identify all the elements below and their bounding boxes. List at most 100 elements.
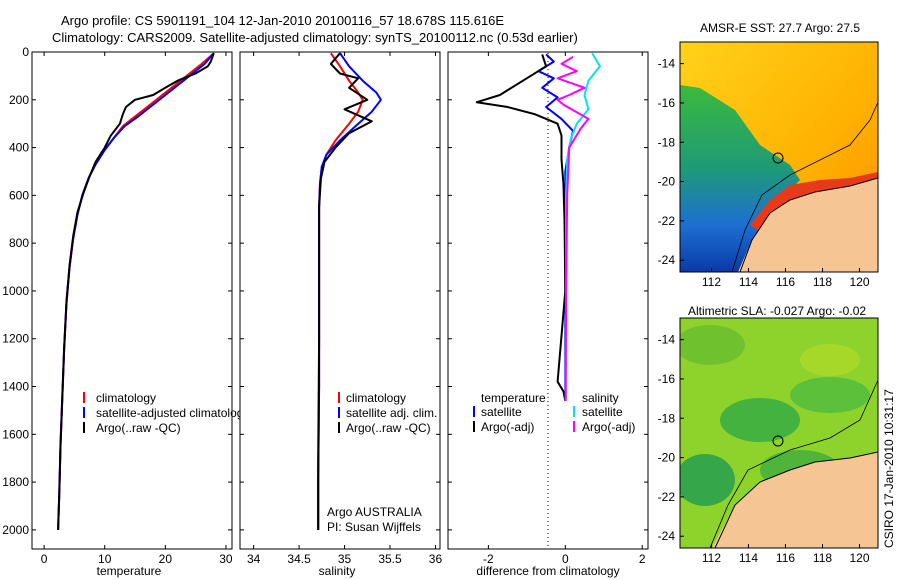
sst-argo-marker <box>772 152 784 164</box>
salinity-xlabel: salinity <box>319 564 356 578</box>
map-y-tick-label: -22 <box>658 214 676 228</box>
map-x-tick-label: 120 <box>849 275 869 289</box>
sla-field-patch <box>680 325 745 365</box>
difference-xlabel: difference from climatology <box>476 564 619 578</box>
sla-field-patch <box>680 454 735 506</box>
x-tick-label: 35.5 <box>378 552 402 566</box>
map-y-tick-label: -16 <box>658 372 676 386</box>
map-y-tick-label: -18 <box>658 411 676 425</box>
map-y-tick-label: -16 <box>658 96 676 110</box>
x-tick-label: 2 <box>639 552 646 566</box>
map-y-tick-label: -20 <box>658 175 676 189</box>
sst-x-ticks: 112 114 116 118 120 <box>702 268 870 289</box>
series-line-argo-raw-qc <box>57 52 215 530</box>
difference-plot: -2 0 2 difference from climatology tempera… <box>447 51 649 578</box>
map-x-tick-label: 112 <box>702 551 721 565</box>
salinity-plot: 34 34.5 35 35.5 36 salinity climatology sate… <box>239 51 442 578</box>
sla-y-ticks: -14 -16 -18 -20 -22 -24 <box>658 333 684 543</box>
legend-label-climatology: climatology <box>96 391 156 405</box>
map-x-tick-label: 114 <box>739 275 758 289</box>
sst-shelf-contour <box>731 101 878 272</box>
map-y-tick-label: -14 <box>658 57 676 71</box>
map-x-tick-label: 120 <box>849 551 869 565</box>
temperature-axes-box <box>31 51 233 550</box>
sst-land <box>738 178 878 272</box>
legend-label-sal-argo: Argo(-adj) <box>582 420 635 434</box>
difference-legend: temperature satellite Argo(-adj) salinit… <box>473 391 635 434</box>
header-line2: Climatology: CARS2009. Satellite-adjuste… <box>52 30 578 45</box>
y-tick-label: 200 <box>9 93 29 107</box>
map-x-tick-label: 112 <box>702 275 721 289</box>
sla-map-title: Altimetric SLA: -0.027 Argo: -0.02 <box>688 304 866 318</box>
salinity-axes-box <box>239 51 441 550</box>
legend-label-climatology: climatology <box>346 391 406 405</box>
y-tick-label: 1800 <box>2 475 29 489</box>
x-tick-label: 36 <box>429 552 443 566</box>
sla-field-patch <box>800 344 860 376</box>
temperature-plot: 0 200 400 600 800 1000 1200 1400 1600 1800 2000 0 1… <box>2 45 249 578</box>
sst-coastline <box>739 177 878 272</box>
sla-map: Altimetric SLA: -0.027 Argo: -0.02 -14-1… <box>658 304 879 565</box>
sla-coastline <box>714 451 878 548</box>
sla-field-patch <box>790 377 870 413</box>
series-line-salinity-argo-adj <box>556 55 590 401</box>
temperature-series <box>57 52 215 530</box>
legend-label-satellite: satellite-adjusted climatology <box>96 406 249 420</box>
x-tick-label: 35 <box>338 552 352 566</box>
y-tick-label: 1200 <box>2 332 29 346</box>
map-x-tick-label: 118 <box>813 551 832 565</box>
sla-land <box>712 452 878 548</box>
series-line-argo-raw-qc <box>317 52 373 530</box>
difference-series <box>475 52 601 402</box>
sst-map-frame <box>679 41 879 273</box>
legend-label-temp-satellite: satellite <box>481 405 522 419</box>
temperature-xlabel: temperature <box>97 564 162 578</box>
x-tick-label: 30 <box>219 552 233 566</box>
map-y-tick-label: -22 <box>658 490 676 504</box>
y-tick-label: 1600 <box>2 427 29 441</box>
y-tick-label: 2000 <box>2 523 29 537</box>
sst-field-cool <box>680 85 800 272</box>
x-tick-label: -2 <box>483 552 494 566</box>
header-line1: Argo profile: CS 5901191_104 12-Jan-2010… <box>61 13 504 28</box>
temperature-legend: climatology satellite-adjusted climatolo… <box>83 391 249 435</box>
sst-map-title: AMSR-E SST: 27.7 Argo: 27.5 <box>700 21 860 35</box>
y-tick-label: 1000 <box>2 284 29 298</box>
sla-field-patch <box>720 398 800 442</box>
map-x-tick-label: 118 <box>813 275 832 289</box>
legend-label-argo: Argo(..raw -QC) <box>96 421 181 435</box>
x-tick-label: 0 <box>41 552 48 566</box>
map-y-tick-label: -24 <box>658 529 676 543</box>
legend-heading-temperature: temperature <box>481 391 546 405</box>
map-y-tick-label: -20 <box>658 451 676 465</box>
map-y-tick-label: -14 <box>658 333 676 347</box>
annotation-argo-australia: Argo AUSTRALIA <box>327 505 422 519</box>
temperature-x-ticks: 0 10 20 30 <box>41 52 233 566</box>
salinity-x-ticks: 34 34.5 35 35.5 36 <box>247 52 442 566</box>
salinity-series <box>317 52 382 530</box>
map-x-tick-label: 116 <box>776 551 795 565</box>
map-x-tick-label: 116 <box>776 275 795 289</box>
legend-label-satellite: satellite adj. clim. <box>346 406 437 420</box>
x-tick-label: 34 <box>247 552 261 566</box>
salinity-legend: climatology satellite adj. clim. Argo(..… <box>338 391 437 435</box>
sla-argo-marker <box>772 435 784 447</box>
legend-heading-salinity: salinity <box>582 391 619 405</box>
side-timestamp: CSIRO 17-Jan-2010 10:31:17 <box>882 389 896 548</box>
difference-y-ticks <box>448 51 648 531</box>
sst-y-ticks: -14 -16 -18 -20 -22 -24 <box>658 57 684 267</box>
sla-x-ticks: 112 114 116 118 120 <box>702 544 870 565</box>
map-y-tick-label: -18 <box>658 135 676 149</box>
sla-map-frame <box>679 317 879 549</box>
x-tick-label: 20 <box>159 552 173 566</box>
map-x-tick-label: 114 <box>739 551 758 565</box>
sst-map: AMSR-E SST: 27.7 Argo: 27.5 -14 -16 -18 -20… <box>658 21 879 289</box>
sla-shelf-contour <box>709 379 878 548</box>
map-y-tick-label: -24 <box>658 253 676 267</box>
series-line-temperature-argo-adj <box>475 54 567 402</box>
difference-x-ticks: -2 0 2 <box>483 52 646 566</box>
legend-label-argo: Argo(..raw -QC) <box>346 421 431 435</box>
y-tick-label: 0 <box>22 45 29 59</box>
difference-axes-box <box>447 51 649 550</box>
